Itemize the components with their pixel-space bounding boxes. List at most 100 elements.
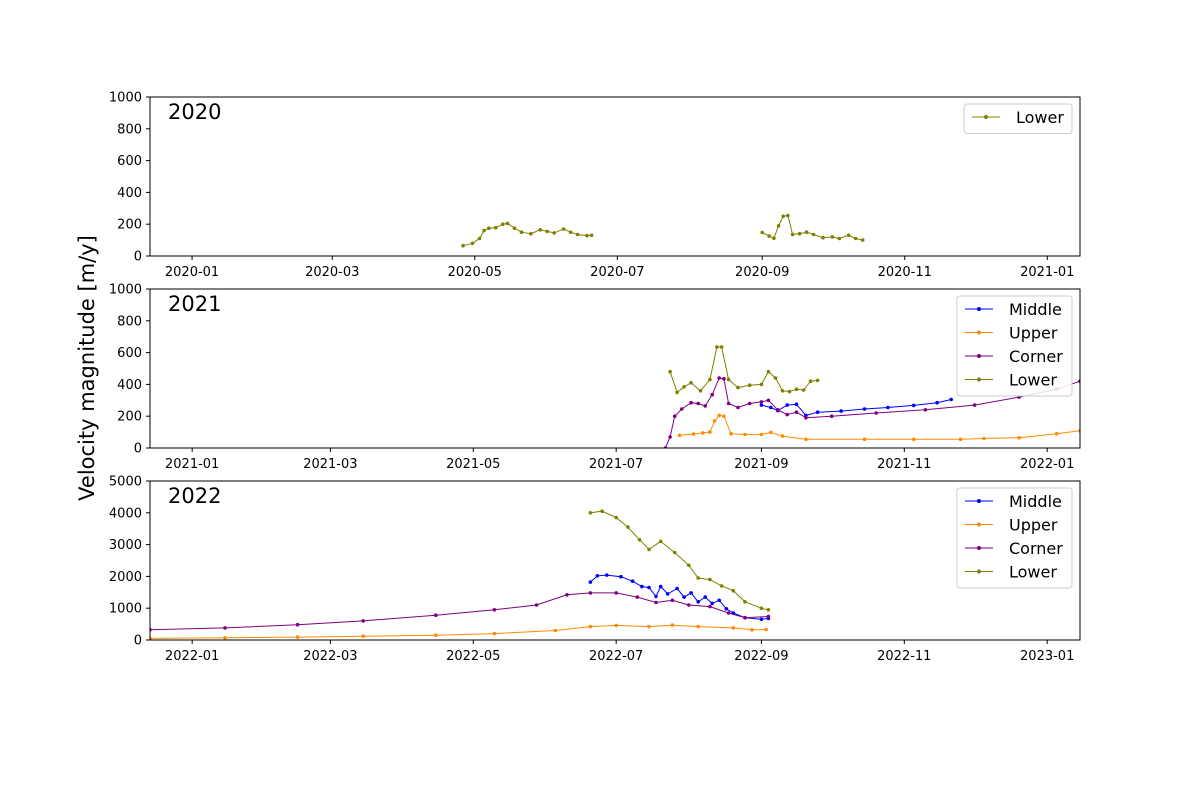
data-point [726,377,731,382]
data-point [764,627,768,632]
data-point [654,600,658,605]
legend-label: Middle [1009,300,1062,319]
panel-label: 2021 [168,292,221,316]
data-point [614,623,618,628]
data-point [717,598,721,603]
y-tick-label: 0 [134,250,142,265]
data-point [1054,431,1059,436]
series-line [462,222,592,247]
data-point [719,584,724,588]
data-point [696,401,700,406]
data-point [759,432,764,437]
x-tick-label: 2021-05 [446,457,500,472]
legend-swatch-marker [977,330,981,335]
data-point [801,388,806,392]
y-tick-label: 1000 [109,283,142,298]
series-lower [461,213,865,248]
data-point [614,591,618,595]
series-lower [588,509,771,612]
data-point [1017,435,1021,440]
data-point [982,436,986,441]
series-line [761,214,863,241]
legend-swatch-marker [977,377,981,382]
x-tick-label: 2022-01 [165,649,219,664]
data-point [512,226,517,230]
data-point [703,595,707,599]
data-point [519,230,524,234]
data-point [461,243,465,248]
data-point [682,595,686,599]
data-point [588,624,593,629]
data-point [710,601,714,606]
data-point [434,613,438,617]
legend-label: Lower [1009,563,1057,582]
data-point [658,539,663,544]
data-point [769,405,773,410]
data-point [585,233,589,238]
legend: Lower [963,103,1073,134]
data-point [672,550,677,555]
data-point [295,622,300,627]
panel-2021: 0 200 400 600 800 1000 2021-01 2021-03 2021-05 20… [109,283,1081,472]
data-point [797,231,802,236]
y-tick-label: 3000 [109,538,142,553]
legend-box [956,295,1073,397]
data-point [759,403,764,407]
data-point [538,228,542,232]
data-point [501,222,505,226]
data-point [911,403,916,408]
data-point [614,515,618,520]
x-tick-label: 2023-01 [1020,649,1074,664]
data-point [780,434,785,438]
data-point [647,585,651,590]
data-point [794,387,799,392]
x-tick-label: 2022-01 [1020,457,1074,472]
data-point [647,624,651,629]
legend-swatch-marker [977,354,981,358]
data-point [640,584,644,589]
panel-2020: 0 200 400 600 800 1000 2020-01 2020-03 2020-05 20… [109,91,1081,280]
data-point [545,229,549,234]
data-point [776,408,780,412]
data-point [361,619,366,623]
data-point [223,626,227,630]
x-tick-label: 2021-01 [165,457,219,472]
data-point [759,606,764,610]
data-point [691,432,696,436]
data-point [759,382,764,387]
y-tick-label: 400 [117,378,142,393]
data-point [717,413,721,418]
data-point [747,383,752,388]
data-point [687,603,691,607]
data-point [860,238,865,242]
data-point [680,407,684,411]
data-point [815,378,820,383]
x-tick-label: 2020-09 [735,265,789,280]
data-point [668,369,672,374]
data-point [862,437,867,442]
y-tick-label: 600 [117,154,142,169]
data-point [759,617,764,622]
data-point [815,410,820,415]
data-point [911,437,916,442]
data-point [972,403,977,407]
x-tick-label: 2020-07 [590,265,644,280]
legend-label: Middle [1009,492,1062,511]
legend-box [963,103,1073,134]
x-tick-label: 2021-03 [303,457,357,472]
data-point [708,430,712,434]
data-point [773,376,778,380]
plot-area [461,213,865,248]
legend-label: Upper [1009,324,1058,343]
data-point [766,608,771,612]
data-point [492,631,497,636]
data-point [717,376,721,380]
data-point [470,241,475,246]
data-point [743,432,747,437]
y-tick-label: 800 [117,314,142,329]
data-point [767,234,771,238]
x-tick-label: 2022-05 [446,649,500,664]
x-tick-label: 2020-05 [448,265,502,280]
data-point [553,628,558,633]
data-point [708,604,712,609]
